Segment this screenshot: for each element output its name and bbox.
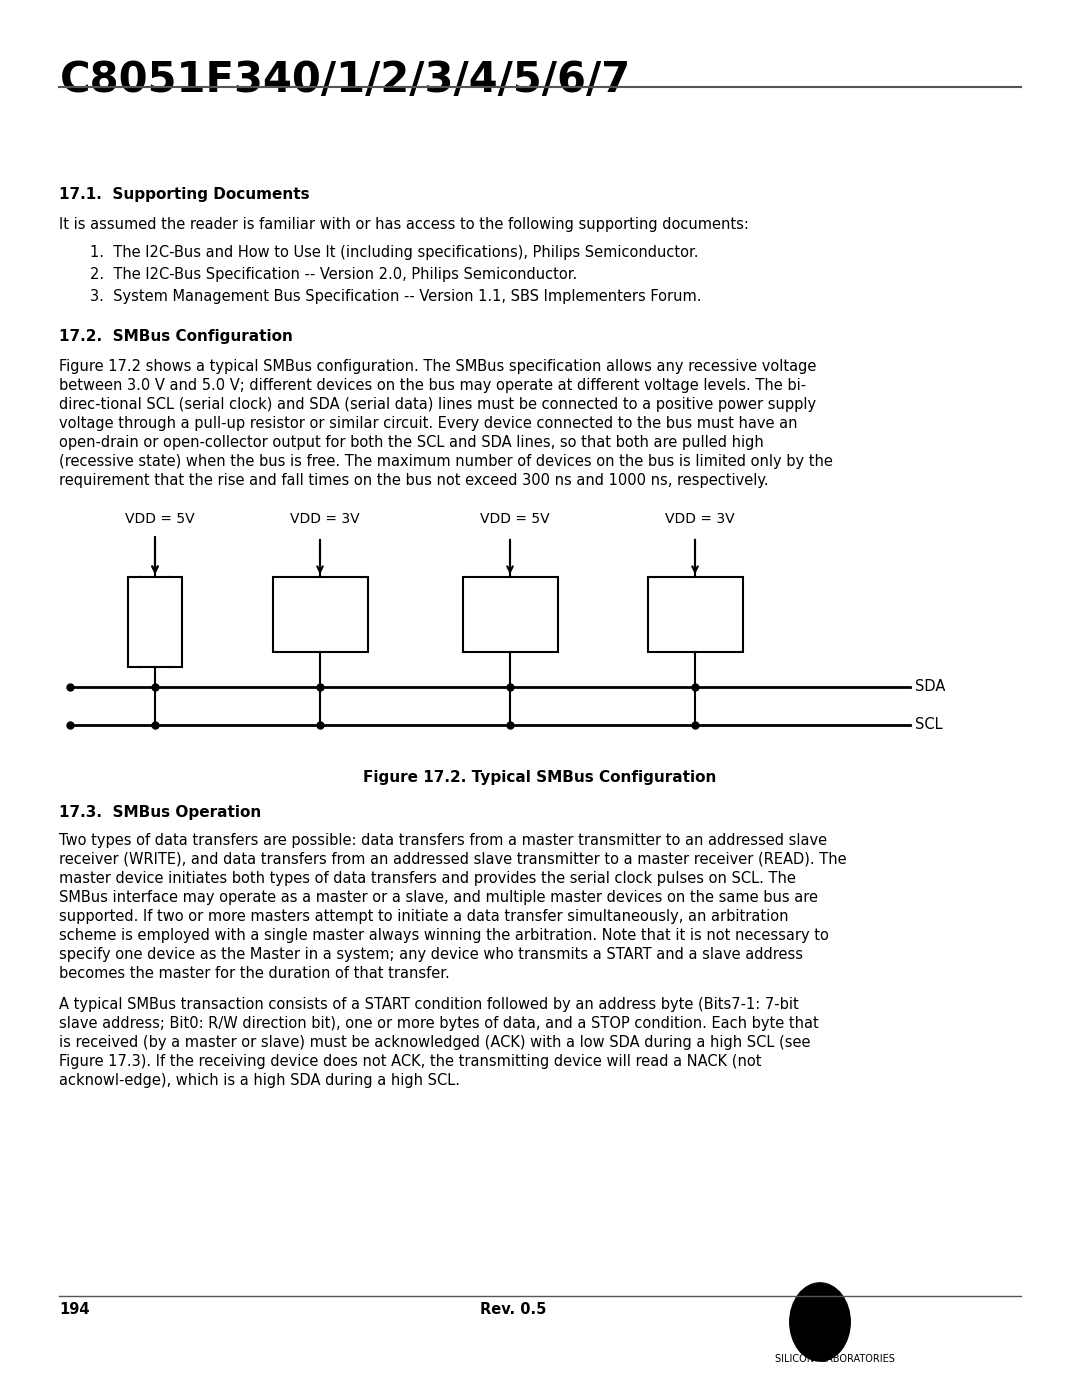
Text: is received (by a master or slave) must be acknowledged (ACK) with a low SDA dur: is received (by a master or slave) must … — [59, 1035, 810, 1051]
Text: Slave: Slave — [653, 604, 693, 619]
Text: Figure 17.3). If the receiving device does not ACK, the transmitting device will: Figure 17.3). If the receiving device do… — [59, 1053, 761, 1069]
Text: SMBus interface may operate as a master or a slave, and multiple master devices : SMBus interface may operate as a master … — [59, 890, 818, 905]
Text: VDD = 3V: VDD = 3V — [291, 511, 360, 527]
Text: voltage through a pull-up resistor or similar circuit. Every device connected to: voltage through a pull-up resistor or si… — [59, 416, 797, 432]
Text: SILICON  LABORATORIES: SILICON LABORATORIES — [775, 1354, 895, 1363]
Text: SDA: SDA — [915, 679, 945, 694]
Text: receiver (WRITE), and data transfers from an addressed slave transmitter to a ma: receiver (WRITE), and data transfers fro… — [59, 852, 847, 868]
Text: 17.1.  Supporting Documents: 17.1. Supporting Documents — [59, 187, 310, 203]
Text: Figure 17.2. Typical SMBus Configuration: Figure 17.2. Typical SMBus Configuration — [363, 770, 717, 785]
Text: between 3.0 V and 5.0 V; different devices on the bus may operate at different v: between 3.0 V and 5.0 V; different devic… — [59, 379, 806, 393]
Text: VDD = 3V: VDD = 3V — [665, 511, 734, 527]
Text: Figure 17.2 shows a typical SMBus configuration. The SMBus specification allows : Figure 17.2 shows a typical SMBus config… — [59, 359, 816, 374]
Text: 3.  System Management Bus Specification -- Version 1.1, SBS Implementers Forum.: 3. System Management Bus Specification -… — [90, 289, 702, 305]
Text: VDD = 5V: VDD = 5V — [125, 511, 194, 527]
Text: It is assumed the reader is familiar with or has access to the following support: It is assumed the reader is familiar wit… — [59, 217, 748, 232]
Text: master device initiates both types of data transfers and provides the serial clo: master device initiates both types of da… — [59, 870, 796, 886]
Text: 17.2.  SMBus Configuration: 17.2. SMBus Configuration — [59, 330, 293, 344]
Text: Device 1: Device 1 — [468, 622, 531, 636]
Text: 1.  The I2C-Bus and How to Use It (including specifications), Philips Semiconduc: 1. The I2C-Bus and How to Use It (includ… — [90, 244, 699, 260]
Text: open-drain or open-collector output for both the SCL and SDA lines, so that both: open-drain or open-collector output for … — [59, 434, 764, 450]
Text: Slave: Slave — [468, 604, 508, 619]
Text: scheme is employed with a single master always winning the arbitration. Note tha: scheme is employed with a single master … — [59, 928, 828, 943]
Text: C8051F340/1/2/3/4/5/6/7: C8051F340/1/2/3/4/5/6/7 — [59, 59, 631, 101]
Text: Rev. 0.5: Rev. 0.5 — [480, 1302, 546, 1317]
Text: direc-tional SCL (serial clock) and SDA (serial data) lines must be connected to: direc-tional SCL (serial clock) and SDA … — [59, 397, 816, 412]
Text: (recessive state) when the bus is free. The maximum number of devices on the bus: (recessive state) when the bus is free. … — [59, 454, 833, 469]
Text: requirement that the rise and fall times on the bus not exceed 300 ns and 1000 n: requirement that the rise and fall times… — [59, 474, 769, 488]
Text: 194: 194 — [59, 1302, 90, 1317]
Text: Master: Master — [278, 604, 328, 619]
Text: specify one device as the Master in a system; any device who transmits a START a: specify one device as the Master in a sy… — [59, 947, 804, 963]
Text: supported. If two or more masters attempt to initiate a data transfer simultaneo: supported. If two or more masters attemp… — [59, 909, 788, 923]
Text: 17.3.  SMBus Operation: 17.3. SMBus Operation — [59, 805, 261, 820]
Text: slave address; Bit0: R/W direction bit), one or more bytes of data, and a STOP c: slave address; Bit0: R/W direction bit),… — [59, 1016, 819, 1031]
Text: acknowl-edge), which is a high SDA during a high SCL.: acknowl-edge), which is a high SDA durin… — [59, 1073, 460, 1088]
Text: Device 2: Device 2 — [653, 622, 717, 636]
Text: S: S — [809, 1303, 832, 1334]
Text: SCL: SCL — [915, 717, 943, 732]
Text: 2.  The I2C-Bus Specification -- Version 2.0, Philips Semiconductor.: 2. The I2C-Bus Specification -- Version … — [90, 267, 577, 282]
Text: Two types of data transfers are possible: data transfers from a master transmitt: Two types of data transfers are possible… — [59, 833, 827, 848]
Text: A typical SMBus transaction consists of a START condition followed by an address: A typical SMBus transaction consists of … — [59, 997, 799, 1011]
Text: becomes the master for the duration of that transfer.: becomes the master for the duration of t… — [59, 965, 449, 981]
Text: VDD = 5V: VDD = 5V — [480, 511, 550, 527]
Text: Device: Device — [278, 622, 328, 636]
